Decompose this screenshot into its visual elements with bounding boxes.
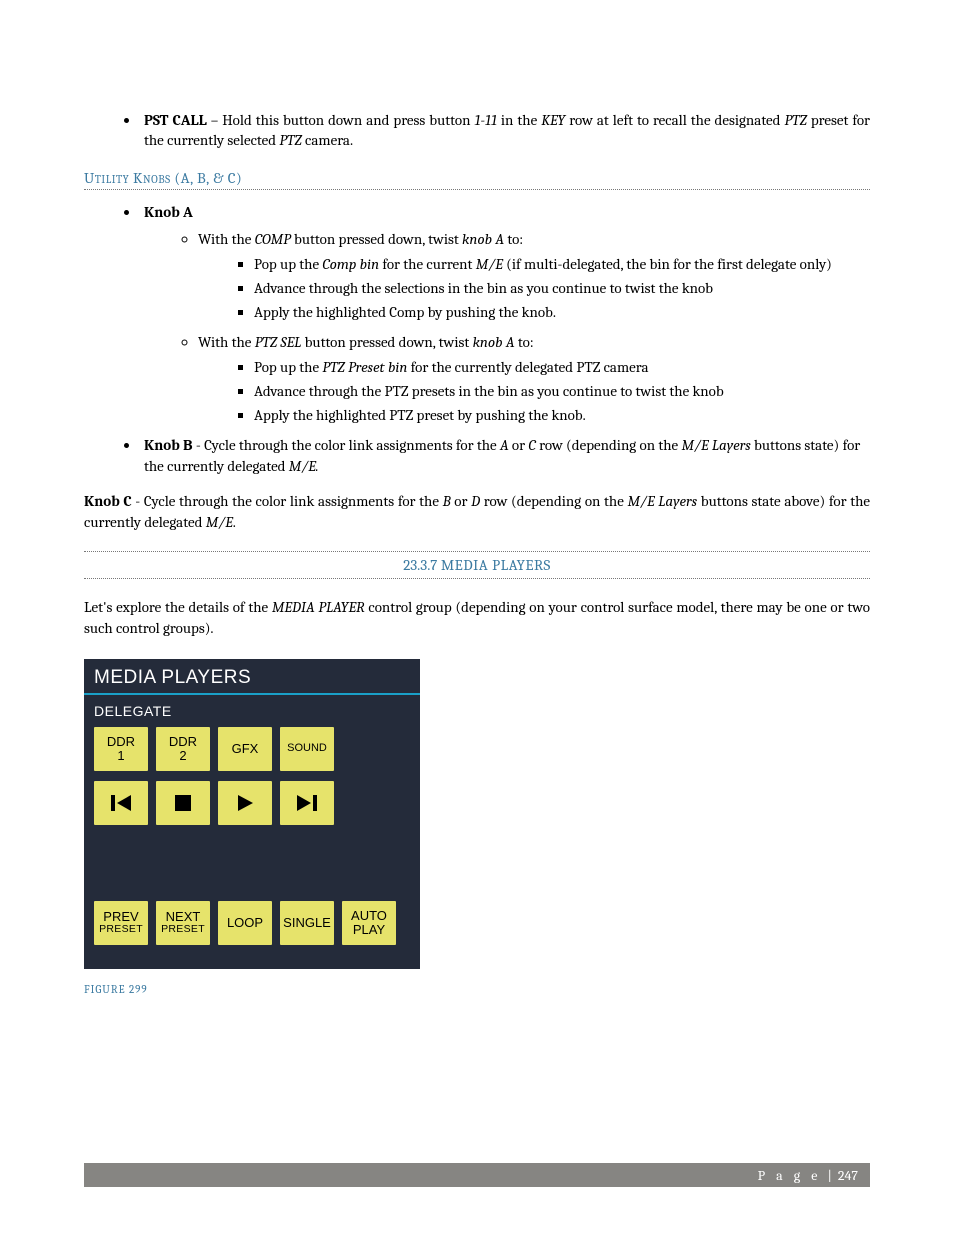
panel-subtitle: DELEGATE (84, 701, 420, 727)
media-players-intro: Let's explore the details of the MEDIA P… (84, 597, 870, 639)
gfx-button[interactable]: GFX (218, 727, 272, 771)
loop-button[interactable]: LOOP (218, 901, 272, 945)
rewind-button[interactable] (94, 781, 148, 825)
document-page: PST CALL – Hold this button down and pre… (0, 0, 954, 1235)
prev-preset-button[interactable]: PREVPRESET (94, 901, 148, 945)
knob-a-sublist: With the COMP button pressed down, twist… (144, 229, 870, 427)
knob-b-item: Knob B - Cycle through the color link as… (140, 435, 870, 477)
pst-call-list: PST CALL – Hold this button down and pre… (84, 110, 870, 151)
panel-divider (84, 693, 420, 695)
panel-title: MEDIA PLAYERS (84, 659, 420, 693)
knob-c-para: Knob C - Cycle through the color link as… (84, 491, 870, 533)
page-footer: P a g e | 247 (84, 1163, 870, 1187)
preset-row: PREVPRESET NEXTPRESET LOOP SINGLE AUTOPL… (84, 901, 420, 955)
knob-a-ptz-actions: Pop up the PTZ Preset bin for the curren… (198, 357, 870, 426)
knob-a-ptzsel: With the PTZ SEL button pressed down, tw… (198, 332, 870, 427)
auto-play-button[interactable]: AUTOPLAY (342, 901, 396, 945)
play-icon (235, 793, 255, 813)
skip-back-icon (109, 793, 133, 813)
transport-row (84, 781, 420, 843)
ddr1-button[interactable]: DDR1 (94, 727, 148, 771)
figure-caption: FIGURE 299 (84, 983, 870, 996)
sound-button[interactable]: SOUND (280, 727, 334, 771)
knob-a-list: Knob A With the COMP button pressed down… (84, 202, 870, 477)
forward-button[interactable] (280, 781, 334, 825)
single-button[interactable]: SINGLE (280, 901, 334, 945)
footer-label: P a g e (758, 1167, 822, 1184)
next-preset-button[interactable]: NEXTPRESET (156, 901, 210, 945)
knob-a-comp-actions: Pop up the Comp bin for the current M/E … (198, 254, 870, 323)
stop-icon (173, 793, 193, 813)
delegate-row: DDR1 DDR2 GFX SOUND (84, 727, 420, 781)
ddr2-button[interactable]: DDR2 (156, 727, 210, 771)
stop-button[interactable] (156, 781, 210, 825)
play-button[interactable] (218, 781, 272, 825)
pst-call-label: PST CALL (144, 111, 207, 129)
section-header-media-players: 23.3.7 MEDIA PLAYERS (84, 551, 870, 579)
media-players-panel: MEDIA PLAYERS DELEGATE DDR1 DDR2 GFX SOU… (84, 659, 420, 969)
pst-call-item: PST CALL – Hold this button down and pre… (140, 110, 870, 151)
knob-a-item: Knob A With the COMP button pressed down… (140, 202, 870, 427)
section-header-utility-knobs: Utility Knobs (A, B, & C) (84, 169, 870, 190)
footer-sep: | (827, 1167, 831, 1184)
skip-forward-icon (295, 793, 319, 813)
panel-spacer (84, 843, 420, 901)
page-number: 247 (838, 1167, 858, 1184)
knob-a-comp: With the COMP button pressed down, twist… (198, 229, 870, 324)
